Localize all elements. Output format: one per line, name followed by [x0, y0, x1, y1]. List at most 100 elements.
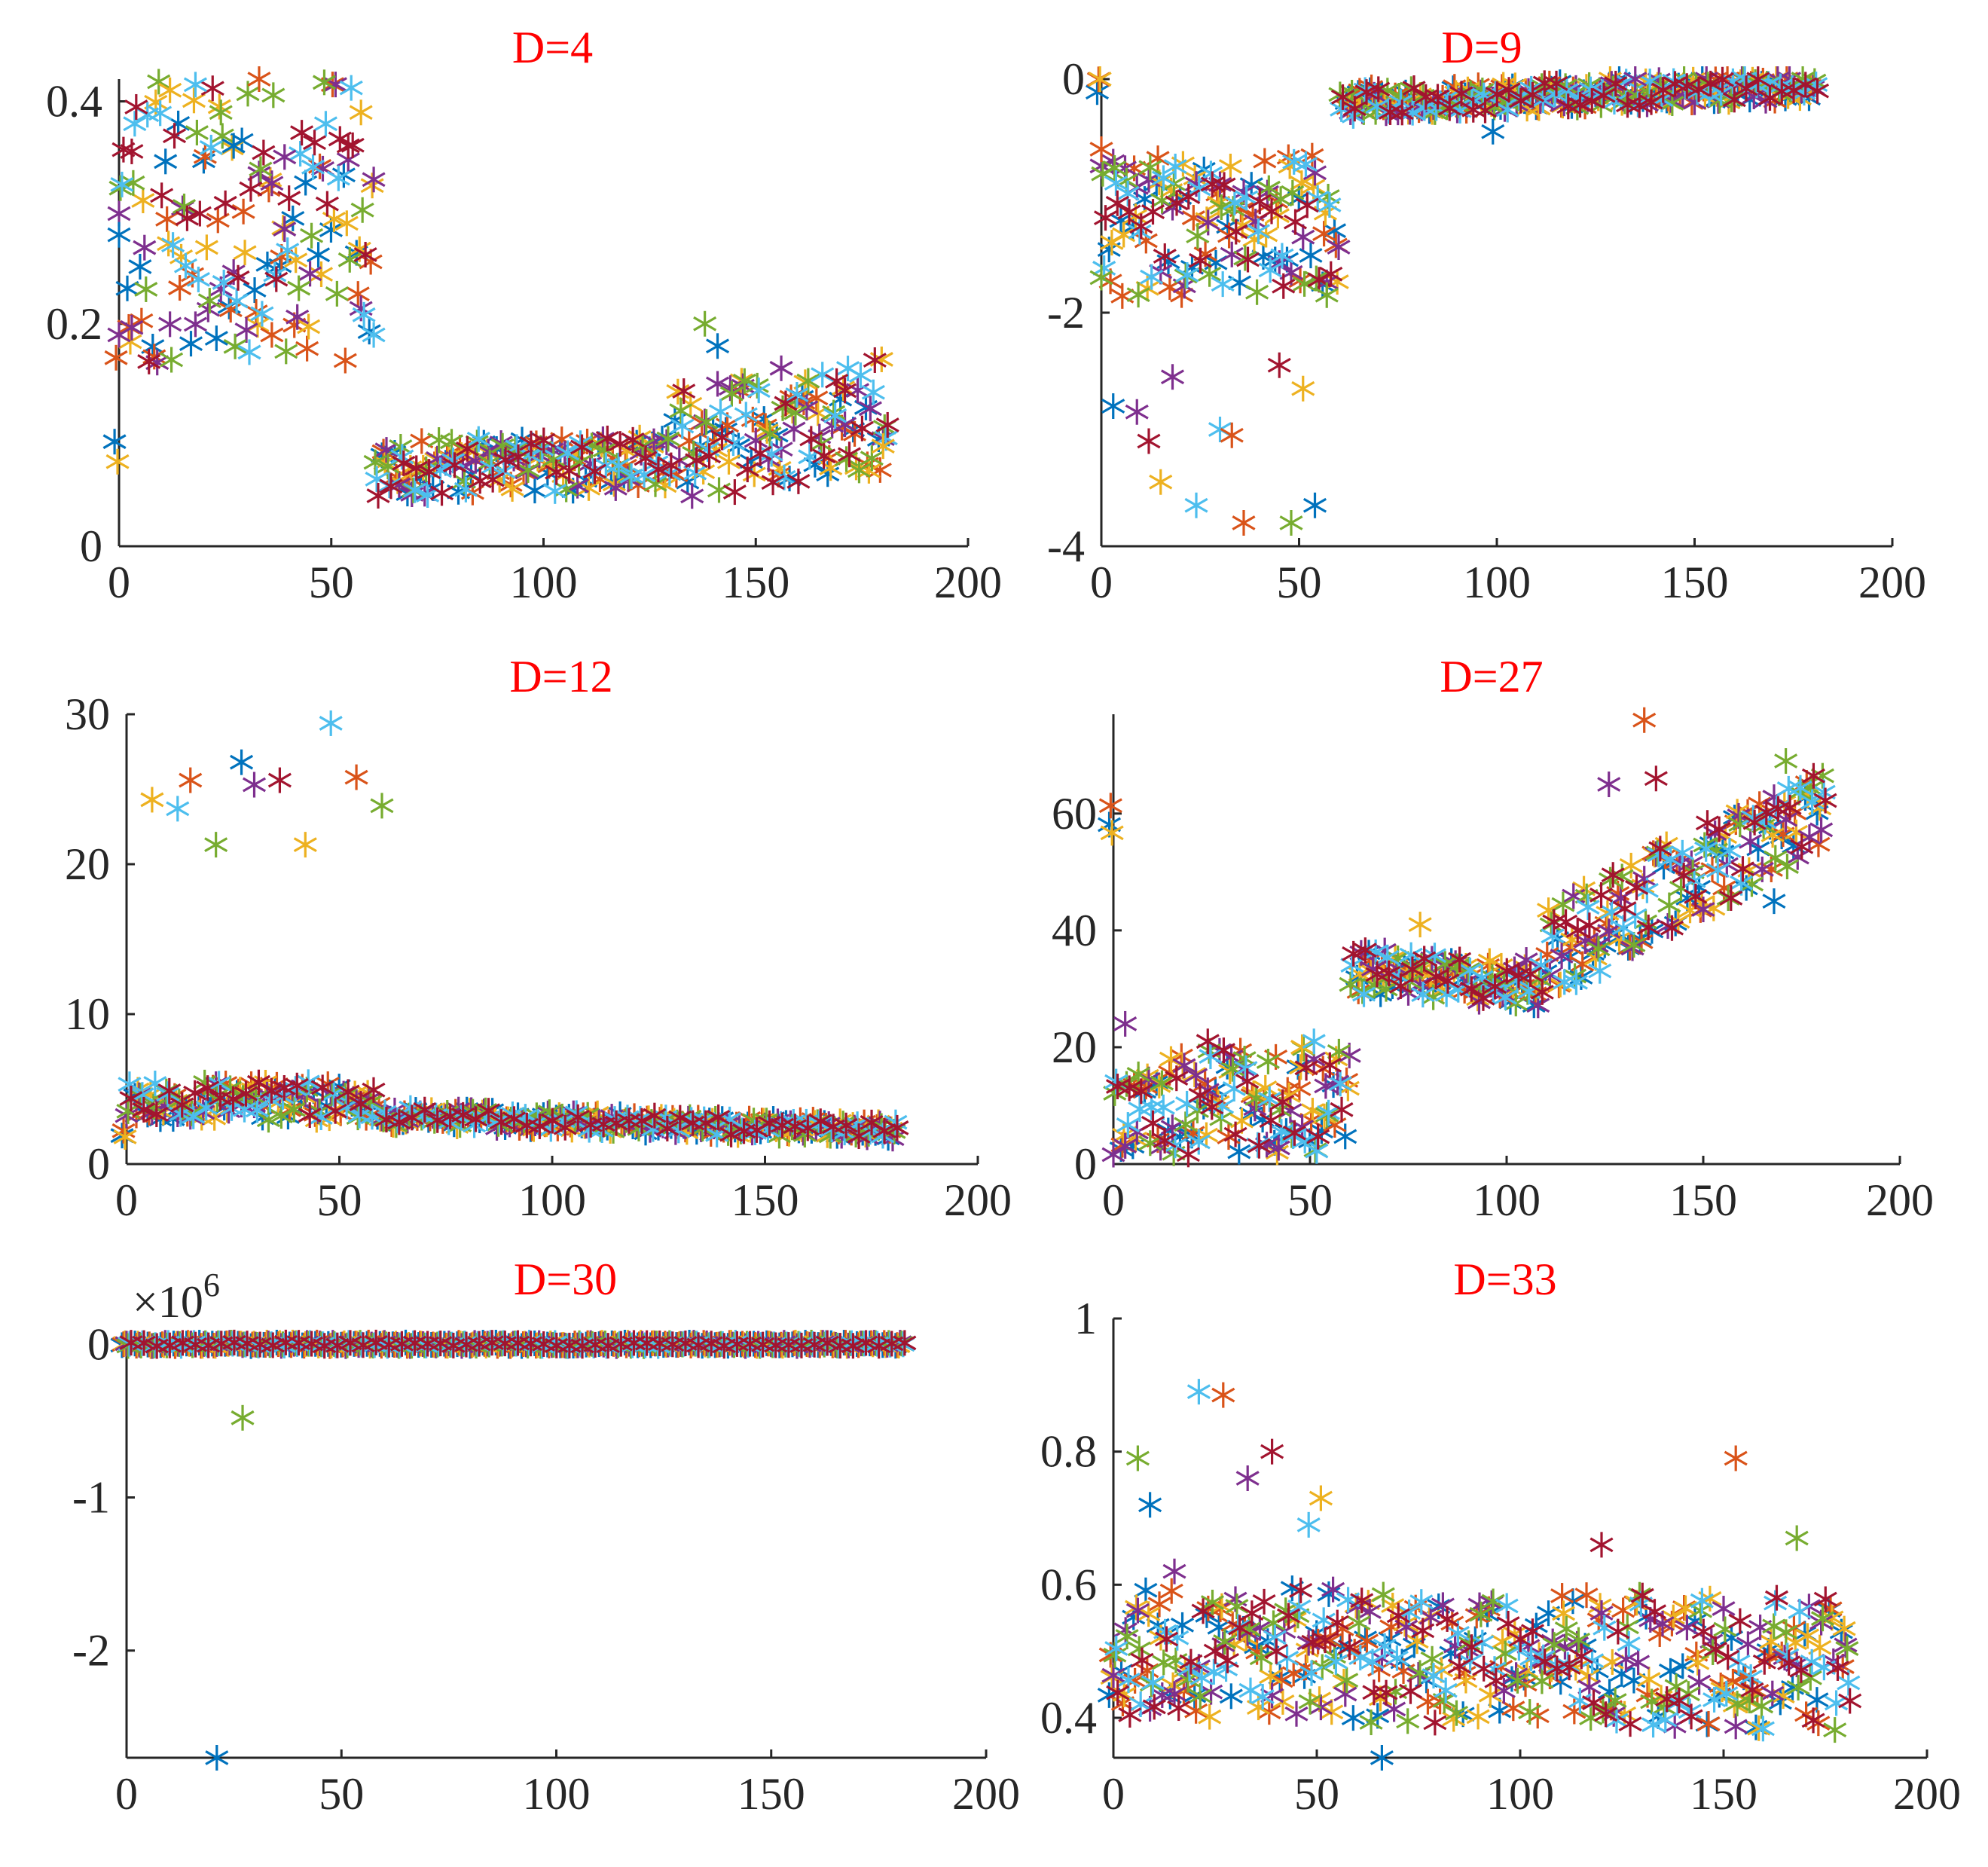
data-point [808, 1108, 832, 1135]
data-point [837, 442, 862, 468]
data-point [1788, 1598, 1812, 1624]
outlier-points [140, 710, 394, 858]
data-point [155, 206, 179, 232]
outlier-point [319, 710, 343, 736]
data-point [783, 399, 808, 426]
data-point [1604, 70, 1628, 96]
x-tick-label: 0 [115, 1769, 138, 1819]
data-point [747, 377, 771, 404]
data-point [286, 304, 310, 330]
data-point [1110, 283, 1134, 309]
data-point [557, 457, 582, 484]
data-point [1195, 206, 1219, 233]
data-point [786, 468, 811, 494]
outlier-point [247, 66, 271, 92]
x-tick-label: 100 [518, 1175, 586, 1225]
data-point [1520, 81, 1545, 108]
x-tick-label: 200 [1893, 1769, 1961, 1819]
data-point [1823, 1717, 1847, 1743]
x-tick-label: 50 [317, 1175, 362, 1225]
data-point [680, 483, 704, 509]
data-point [310, 1074, 334, 1101]
data-point [1299, 243, 1323, 269]
data-point [302, 130, 327, 156]
data-point [110, 171, 134, 197]
outlier-point [1138, 1492, 1162, 1518]
data-point [1550, 1583, 1574, 1609]
data-point [207, 1071, 231, 1097]
y-tick-label: 40 [1052, 906, 1097, 955]
data-point [1784, 819, 1808, 845]
data-point [1219, 1683, 1243, 1710]
data-point [646, 457, 670, 483]
y-tick-label: 0.6 [1040, 1560, 1097, 1609]
outlier-point [1149, 469, 1173, 495]
data-point [339, 75, 363, 101]
data-point [785, 381, 809, 408]
data-point [1163, 153, 1187, 179]
data-point [108, 175, 133, 201]
data-point [1093, 205, 1118, 231]
data-point [1333, 1123, 1357, 1150]
data-point [1449, 81, 1473, 107]
data-point [1103, 154, 1127, 181]
data-point [745, 372, 769, 399]
data-point [860, 445, 884, 472]
outlier-point [1296, 1511, 1321, 1538]
data-point [570, 434, 594, 460]
data-point [132, 1096, 156, 1123]
y-tick-label: 0 [1074, 1139, 1097, 1189]
x-tick-label: 200 [934, 558, 1002, 607]
outlier-point [179, 767, 203, 793]
data-point [1317, 1581, 1341, 1607]
axes: 0 50 100 150 200 0 20 40 60 [1052, 714, 1934, 1225]
data-point [441, 448, 465, 474]
data-point [256, 1107, 280, 1133]
data-point [1722, 87, 1746, 113]
data-point [774, 390, 798, 417]
data-point [182, 1103, 206, 1129]
data-point [1105, 190, 1129, 216]
data-point [366, 482, 390, 509]
data-point [722, 479, 747, 506]
y-tick-label: -2 [72, 1626, 110, 1676]
data-point [543, 478, 567, 504]
data-point [1805, 78, 1830, 104]
data-point [301, 154, 325, 180]
x-tick-label: 200 [1866, 1175, 1934, 1225]
data-point [1466, 1704, 1490, 1730]
data-point [200, 75, 224, 102]
outlier-point [120, 138, 144, 164]
data-point [734, 402, 758, 428]
data-point [1378, 99, 1403, 125]
data-point [1302, 160, 1327, 186]
data-point [128, 253, 152, 280]
data-point [224, 288, 249, 314]
outlier-point [1186, 1379, 1211, 1405]
data-point [1140, 264, 1164, 290]
outlier-point [1589, 1532, 1614, 1558]
x-tick-label: 50 [1287, 1175, 1333, 1225]
x-tick-label: 100 [1473, 1175, 1541, 1225]
data-point [104, 344, 128, 371]
data-point [1454, 1667, 1478, 1694]
outlier-point [871, 433, 895, 460]
data-point [621, 426, 645, 453]
chart-title: D=30 [514, 1254, 617, 1304]
data-point [1088, 66, 1112, 92]
data-point [1129, 213, 1153, 240]
data-point [1098, 793, 1122, 819]
data-point [1470, 78, 1495, 104]
outlier-point [1211, 1382, 1235, 1408]
data-point [683, 460, 707, 486]
y-tick-label: 60 [1052, 789, 1097, 839]
x-tick-label: 50 [309, 558, 354, 607]
chart-title: D=12 [509, 652, 612, 701]
outlier-point [1785, 1525, 1809, 1551]
outlier-point [349, 99, 373, 126]
data-point [309, 261, 334, 287]
data-point [221, 1086, 246, 1112]
data-point [363, 449, 387, 475]
data-point [569, 430, 593, 457]
outlier-point [693, 310, 717, 337]
